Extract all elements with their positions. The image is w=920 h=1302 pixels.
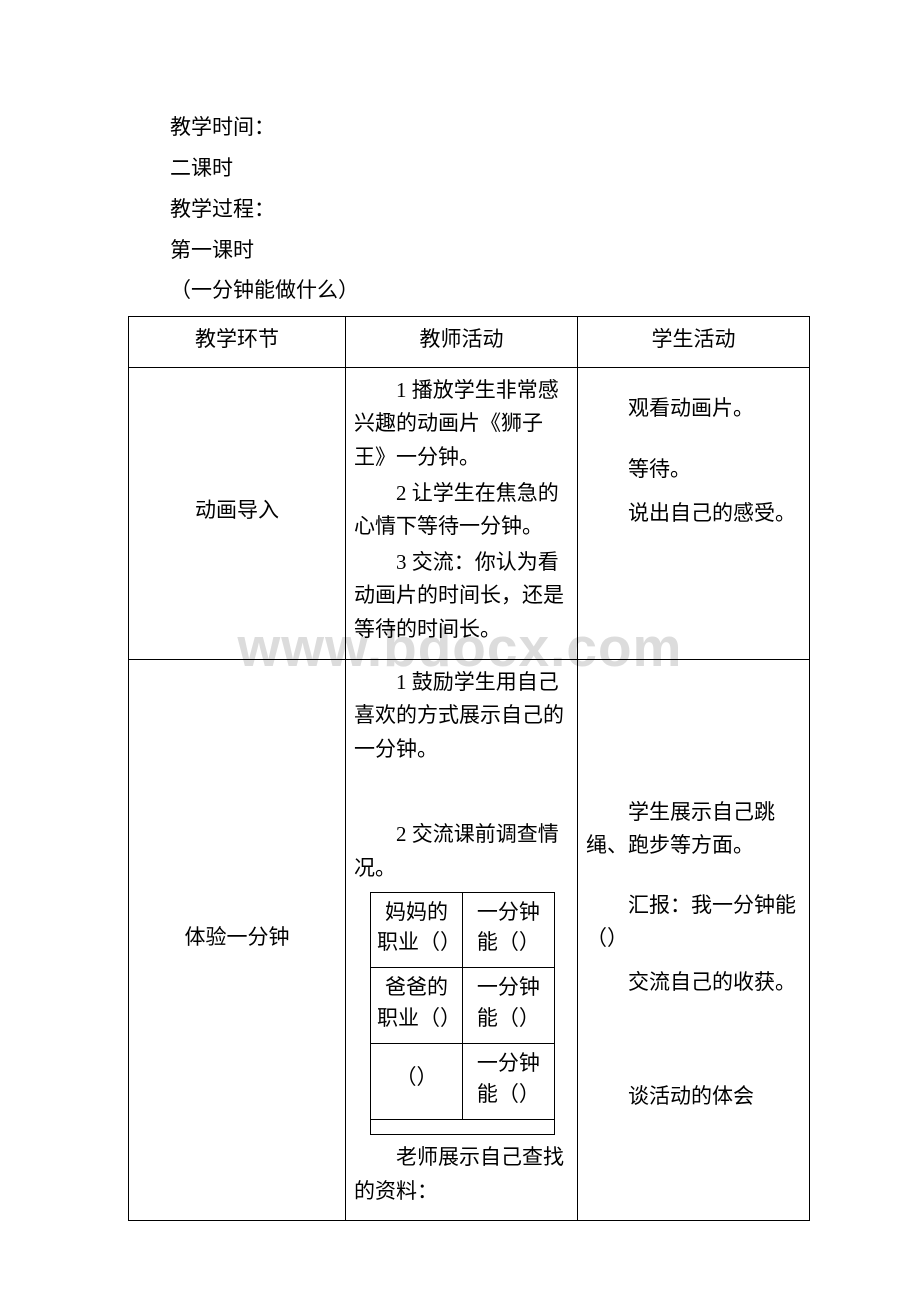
inner-cell: 妈妈的职业（） bbox=[371, 892, 463, 968]
student-para: 等待。 bbox=[586, 453, 801, 487]
table-row: 动画导入 1 播放学生非常感兴趣的动画片《狮子王》一分钟。 2 让学生在焦急的心… bbox=[129, 367, 810, 659]
teacher-para: 3 交流：你认为看动画片的时间长，还是等待的时间长。 bbox=[354, 546, 569, 647]
teacher-para: 1 鼓励学生用自己喜欢的方式展示自己的一分钟。 bbox=[354, 666, 569, 767]
teacher-cell: 1 鼓励学生用自己喜欢的方式展示自己的一分钟。 2 交流课前调查情况。 妈妈的职… bbox=[346, 659, 578, 1221]
table-row: 体验一分钟 1 鼓励学生用自己喜欢的方式展示自己的一分钟。 2 交流课前调查情况… bbox=[129, 659, 810, 1221]
inner-cell: 一分钟能（） bbox=[462, 1044, 554, 1120]
table-row: 爸爸的职业（） 一分钟能（） bbox=[371, 968, 555, 1044]
inner-cell-empty bbox=[371, 1120, 555, 1135]
student-para: 观看动画片。 bbox=[586, 392, 801, 426]
teacher-para: 老师展示自己查找的资料： bbox=[354, 1141, 569, 1208]
table-row: （） 一分钟能（） bbox=[371, 1044, 555, 1120]
header-stage: 教学环节 bbox=[129, 317, 346, 368]
document-page: 教学时间： 二课时 教学过程： 第一课时 （一分钟能做什么） 教学环节 教师活动… bbox=[0, 0, 920, 1281]
student-para: 交流自己的收获。 bbox=[586, 966, 801, 1000]
intro-line: （一分钟能做什么） bbox=[128, 271, 810, 310]
inner-cell: 一分钟能（） bbox=[462, 892, 554, 968]
table-row bbox=[371, 1120, 555, 1135]
teacher-para: 2 让学生在焦急的心情下等待一分钟。 bbox=[354, 477, 569, 544]
student-para: 学生展示自己跳绳、跑步等方面。 bbox=[586, 796, 801, 863]
stage-cell: 体验一分钟 bbox=[129, 659, 346, 1221]
inner-cell: 爸爸的职业（） bbox=[371, 968, 463, 1044]
intro-line: 第一课时 bbox=[128, 231, 810, 270]
table-row: 妈妈的职业（） 一分钟能（） bbox=[371, 892, 555, 968]
student-para: 说出自己的感受。 bbox=[586, 497, 801, 531]
table-header-row: 教学环节 教师活动 学生活动 bbox=[129, 317, 810, 368]
student-para: 汇报：我一分钟能（） bbox=[586, 889, 801, 956]
intro-line: 教学时间： bbox=[128, 108, 810, 147]
student-para: 谈活动的体会 bbox=[586, 1080, 801, 1114]
teacher-cell: 1 播放学生非常感兴趣的动画片《狮子王》一分钟。 2 让学生在焦急的心情下等待一… bbox=[346, 367, 578, 659]
student-cell: 学生展示自己跳绳、跑步等方面。 汇报：我一分钟能（） 交流自己的收获。 谈活动的… bbox=[578, 659, 810, 1221]
spacer bbox=[586, 666, 801, 796]
header-student: 学生活动 bbox=[578, 317, 810, 368]
teacher-para: 1 播放学生非常感兴趣的动画片《狮子王》一分钟。 bbox=[354, 374, 569, 475]
intro-line: 教学过程： bbox=[128, 190, 810, 229]
stage-cell: 动画导入 bbox=[129, 367, 346, 659]
header-teacher: 教师活动 bbox=[346, 317, 578, 368]
inner-cell: （） bbox=[371, 1044, 463, 1120]
teacher-para: 2 交流课前调查情况。 bbox=[354, 818, 569, 885]
spacer bbox=[354, 768, 569, 818]
intro-line: 二课时 bbox=[128, 149, 810, 188]
student-cell: 观看动画片。 等待。 说出自己的感受。 bbox=[578, 367, 810, 659]
lesson-table: 教学环节 教师活动 学生活动 动画导入 1 播放学生非常感兴趣的动画片《狮子王》… bbox=[128, 316, 810, 1221]
inner-cell: 一分钟能（） bbox=[462, 968, 554, 1044]
survey-inner-table: 妈妈的职业（） 一分钟能（） 爸爸的职业（） 一分钟能（） （） 一分钟能（） bbox=[370, 892, 555, 1136]
